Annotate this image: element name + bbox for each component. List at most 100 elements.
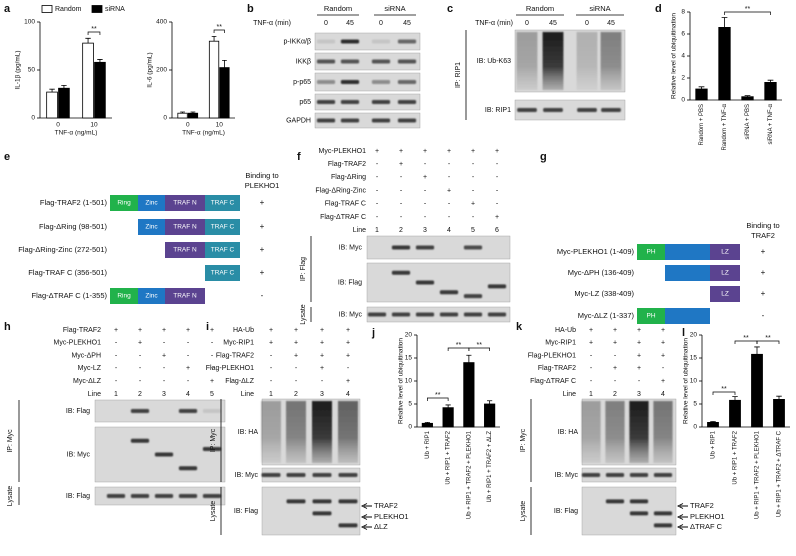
y-tick-label: 0: [681, 97, 685, 104]
y-tick-label: 5: [408, 401, 412, 408]
domain: [165, 242, 205, 258]
condition-cell: +: [661, 327, 665, 334]
condition-cell: +: [186, 365, 190, 372]
blot-row-label: IB: Myc: [555, 472, 579, 479]
condition-cell: +: [447, 187, 451, 194]
condition-cell: -: [139, 365, 142, 372]
blot-strip: [366, 235, 511, 260]
blot-band: [415, 245, 435, 250]
lane-label: 0: [585, 20, 589, 27]
x-tick-label: Ub + RIP1 + TRAF2: [733, 430, 739, 484]
condition-cell: -: [590, 352, 593, 359]
significance-label: **: [217, 24, 223, 31]
blot-band: [371, 100, 391, 104]
condition-cell: -: [376, 187, 379, 194]
domain-label: TRAF N: [173, 200, 197, 207]
x-tick-label: Ub + RIP1: [711, 430, 717, 459]
x-tick-label: Ub + RIP1 + TRAF2 + PLEKHO1: [466, 430, 472, 519]
condition-cell: -: [400, 214, 403, 221]
domain: [205, 242, 240, 258]
condition-cell: -: [187, 378, 190, 385]
arrow: [360, 524, 372, 530]
blot-band: [340, 59, 360, 64]
condition-label: Flag-PLEKHO1: [528, 352, 576, 359]
section-label: IP: Myc: [210, 428, 217, 452]
condition-cell: -: [211, 365, 214, 372]
condition-label: Flag-ΔRing: [331, 174, 366, 181]
condition-label: Flag-ΔTRAF C: [530, 378, 576, 385]
blot-band: [397, 59, 417, 64]
blot-band: [391, 312, 411, 317]
y-tick-label: 0: [408, 424, 412, 431]
binding-header: PLEKHO1: [245, 181, 280, 190]
arrow: [676, 514, 688, 520]
blot-band: [653, 523, 673, 528]
blot-band: [463, 245, 483, 250]
error-bar: [710, 421, 716, 423]
condition-cell: +: [320, 352, 324, 359]
construct-label: Myc-ΔLZ (1-337): [578, 311, 635, 320]
group-label: Random: [526, 4, 554, 13]
domain: [665, 308, 710, 324]
condition-cell: +: [294, 327, 298, 334]
condition-cell: -: [115, 352, 118, 359]
significance-bracket: [468, 347, 490, 351]
y-tick-label: 0: [31, 115, 35, 122]
blot-band: [106, 494, 126, 498]
condition-cell: +: [613, 340, 617, 347]
condition-cell: +: [661, 378, 665, 385]
arrow-label: TRAF2: [690, 501, 714, 510]
condition-cell: +: [162, 327, 166, 334]
binding-value: +: [260, 245, 265, 254]
blot-band: [286, 473, 306, 477]
blot-band: [338, 523, 358, 528]
panel-letter: b: [247, 3, 254, 15]
blot-row-label: IB: HA: [238, 429, 259, 436]
line-number: 2: [613, 391, 617, 398]
x-tick-label: Ub + RIP1 + TRAF2 + ΔLZ: [487, 431, 493, 503]
treatment-label: TNF-α (min): [475, 20, 513, 27]
condition-cell: +: [162, 352, 166, 359]
domain-label: Zinc: [145, 200, 158, 207]
lane-label: 0: [379, 20, 383, 27]
blot-row-label: IB: Flag: [554, 508, 578, 515]
y-tick-label: 4: [681, 53, 685, 60]
significance-label: **: [745, 6, 751, 13]
panel-letter: e: [4, 151, 10, 163]
condition-cell: -: [163, 365, 166, 372]
blot-band: [154, 494, 174, 498]
x-tick-label: Ub + RIP1 + TRAF2 + ΔTRAF C: [777, 430, 783, 517]
condition-cell: -: [321, 378, 324, 385]
blot-smear: [312, 401, 332, 463]
blot-row-label: IB: Ub-K63: [477, 58, 511, 65]
legend-swatch: [41, 5, 53, 13]
y-tick-label: 2: [681, 75, 685, 82]
condition-cell: -: [614, 352, 617, 359]
condition-cell: -: [472, 187, 475, 194]
blot-band: [391, 270, 411, 275]
blot-row-label: p65: [299, 99, 311, 106]
blot-row-label: GAPDH: [286, 117, 311, 124]
condition-cell: +: [589, 340, 593, 347]
bar: [764, 82, 777, 101]
blot-row-label: IB: Myc: [339, 311, 363, 318]
condition-cell: +: [138, 327, 142, 334]
condition-cell: -: [295, 365, 298, 372]
condition-cell: -: [376, 201, 379, 208]
error-bar: [424, 422, 430, 424]
condition-cell: +: [471, 201, 475, 208]
blot-smear: [653, 401, 673, 463]
line-number: 1: [589, 391, 593, 398]
blot-strip: [314, 52, 421, 71]
domain-label: TRAF C: [211, 200, 235, 207]
condition-cell: -: [347, 365, 350, 372]
significance-bracket: [213, 29, 225, 33]
domain: [205, 265, 240, 281]
blot-band: [605, 499, 625, 504]
significance-bracket: [724, 11, 771, 15]
condition-cell: -: [139, 378, 142, 385]
condition-cell: -: [424, 161, 427, 168]
blot-band: [629, 511, 649, 516]
blot-strip: [581, 486, 677, 536]
x-tick-label: siRNA + TNF-α: [768, 103, 774, 144]
